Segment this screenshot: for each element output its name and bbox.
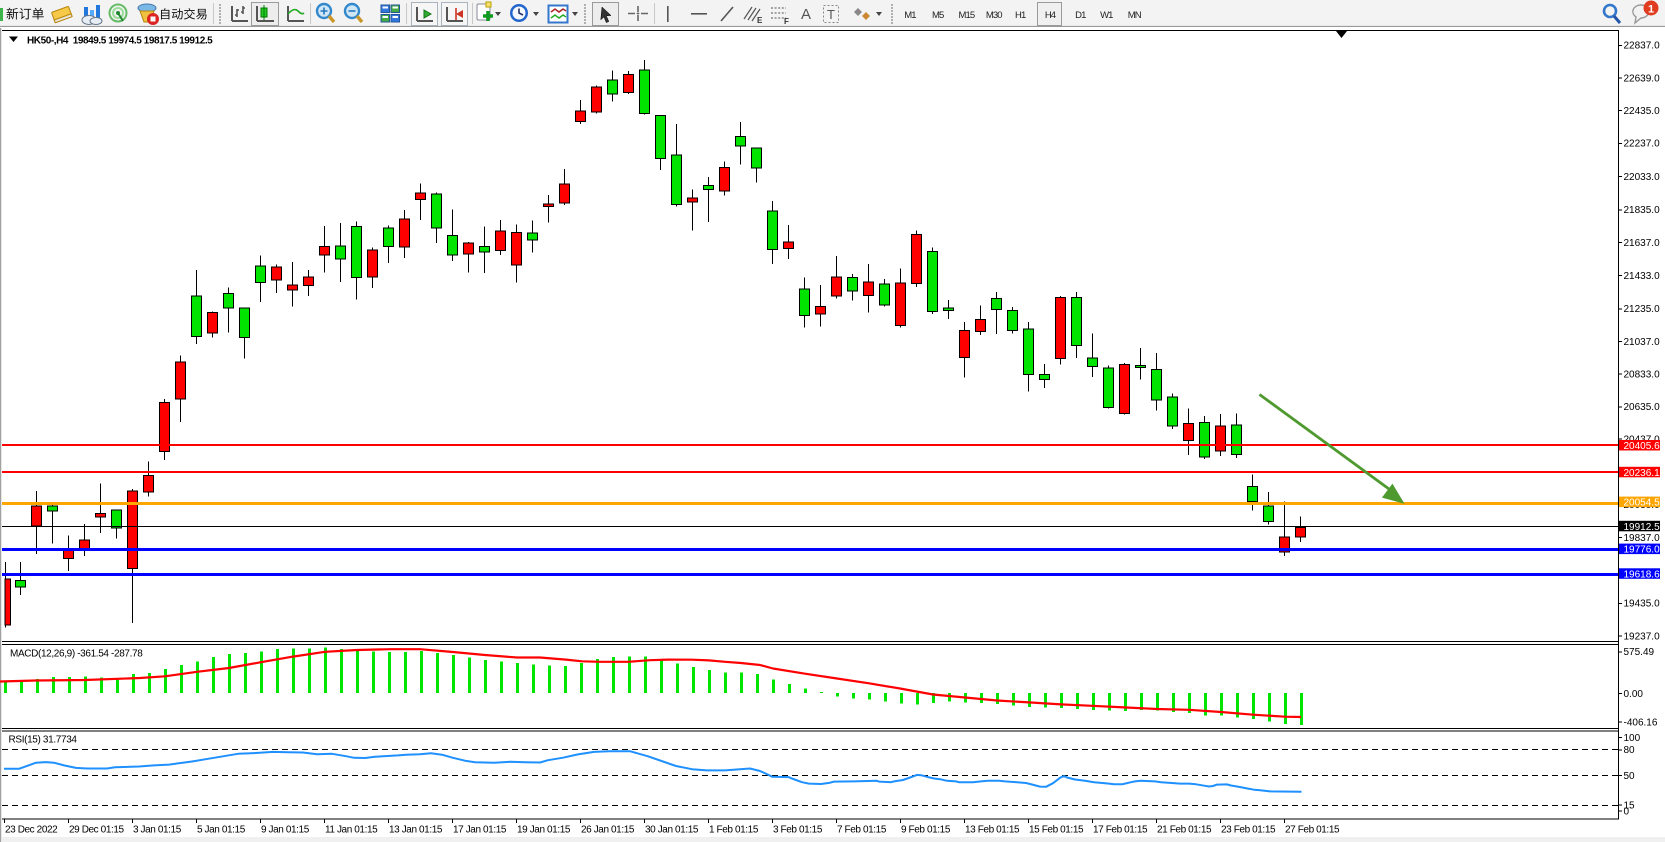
svg-text:MACD(12,26,9) -361.54 -287.78: MACD(12,26,9) -361.54 -287.78 xyxy=(10,649,143,660)
svg-text:22639.0: 22639.0 xyxy=(1624,73,1661,84)
svg-text:15 Feb 01:15: 15 Feb 01:15 xyxy=(1029,825,1084,836)
svg-text:30 Jan 01:15: 30 Jan 01:15 xyxy=(645,825,699,836)
svg-text:23 Dec 2022: 23 Dec 2022 xyxy=(5,825,58,836)
svg-text:26 Jan 01:15: 26 Jan 01:15 xyxy=(581,825,635,836)
svg-text:A: A xyxy=(801,6,811,23)
svg-text:20054.5: 20054.5 xyxy=(1624,498,1661,509)
svg-text:1 Feb 01:15: 1 Feb 01:15 xyxy=(709,825,759,836)
svg-text:3 Feb 01:15: 3 Feb 01:15 xyxy=(773,825,823,836)
svg-text:19618.6: 19618.6 xyxy=(1624,569,1661,580)
svg-text:27 Feb 01:15: 27 Feb 01:15 xyxy=(1285,825,1340,836)
svg-text:M1: M1 xyxy=(904,10,916,21)
svg-text:21037.0: 21037.0 xyxy=(1624,337,1661,348)
svg-text:20236.1: 20236.1 xyxy=(1624,468,1661,479)
svg-text:HK50-,H4 19849.5 19974.5 1981: HK50-,H4 19849.5 19974.5 19817.5 19912.5 xyxy=(27,36,213,47)
svg-text:9 Jan 01:15: 9 Jan 01:15 xyxy=(261,825,310,836)
svg-text:50: 50 xyxy=(1624,771,1636,782)
svg-text:1: 1 xyxy=(1648,4,1654,16)
svg-text:3 Jan 01:15: 3 Jan 01:15 xyxy=(133,825,182,836)
svg-text:22033.0: 22033.0 xyxy=(1624,172,1661,183)
svg-text:H4: H4 xyxy=(1045,10,1056,21)
svg-text:MN: MN xyxy=(1128,10,1142,21)
svg-text:13 Jan 01:15: 13 Jan 01:15 xyxy=(389,825,443,836)
svg-text:20405.6: 20405.6 xyxy=(1624,441,1661,452)
svg-text:21835.0: 21835.0 xyxy=(1624,205,1661,216)
svg-text:19776.0: 19776.0 xyxy=(1624,545,1661,556)
svg-text:100: 100 xyxy=(1624,733,1641,744)
svg-text:D1: D1 xyxy=(1075,10,1086,21)
svg-text:22237.0: 22237.0 xyxy=(1624,139,1661,150)
svg-text:21235.0: 21235.0 xyxy=(1624,304,1661,315)
svg-text:23 Feb 01:15: 23 Feb 01:15 xyxy=(1221,825,1276,836)
svg-text:W1: W1 xyxy=(1100,10,1113,21)
svg-text:-406.16: -406.16 xyxy=(1624,718,1658,729)
svg-text:11 Jan 01:15: 11 Jan 01:15 xyxy=(325,825,378,836)
svg-text:F: F xyxy=(784,17,789,26)
svg-text:21637.0: 21637.0 xyxy=(1624,238,1661,249)
svg-text:19237.0: 19237.0 xyxy=(1624,632,1661,643)
svg-text:21433.0: 21433.0 xyxy=(1624,271,1661,282)
svg-text:19435.0: 19435.0 xyxy=(1624,599,1661,610)
svg-text:0: 0 xyxy=(1624,806,1630,817)
svg-text:19837.0: 19837.0 xyxy=(1624,533,1661,544)
svg-text:13 Feb 01:15: 13 Feb 01:15 xyxy=(965,825,1020,836)
svg-text:15: 15 xyxy=(1624,800,1636,811)
svg-text:19 Jan 01:15: 19 Jan 01:15 xyxy=(517,825,571,836)
svg-text:5 Jan 01:15: 5 Jan 01:15 xyxy=(197,825,246,836)
svg-text:21 Feb 01:15: 21 Feb 01:15 xyxy=(1157,825,1212,836)
svg-text:E: E xyxy=(757,16,763,25)
svg-text:M15: M15 xyxy=(959,10,975,21)
svg-text:29 Dec 01:15: 29 Dec 01:15 xyxy=(69,825,125,836)
svg-text:80: 80 xyxy=(1624,745,1636,756)
svg-text:22435.0: 22435.0 xyxy=(1624,106,1661,117)
svg-text:M5: M5 xyxy=(932,10,944,21)
svg-text:H1: H1 xyxy=(1015,10,1026,21)
svg-text:7 Feb 01:15: 7 Feb 01:15 xyxy=(837,825,887,836)
svg-text:M30: M30 xyxy=(986,10,1002,21)
svg-text:20833.0: 20833.0 xyxy=(1624,370,1661,381)
svg-text:T: T xyxy=(827,7,835,22)
svg-text:17 Jan 01:15: 17 Jan 01:15 xyxy=(453,825,507,836)
svg-text:575.49: 575.49 xyxy=(1624,647,1655,658)
svg-text:9 Feb 01:15: 9 Feb 01:15 xyxy=(901,825,951,836)
svg-text:20437.0: 20437.0 xyxy=(1624,434,1661,445)
svg-text:19912.5: 19912.5 xyxy=(1624,522,1661,533)
svg-text:17 Feb 01:15: 17 Feb 01:15 xyxy=(1093,825,1148,836)
svg-text:0.00: 0.00 xyxy=(1624,689,1644,700)
svg-text:22837.0: 22837.0 xyxy=(1624,41,1661,52)
svg-text:RSI(15) 31.7734: RSI(15) 31.7734 xyxy=(9,735,78,746)
svg-text:20635.0: 20635.0 xyxy=(1624,402,1661,413)
